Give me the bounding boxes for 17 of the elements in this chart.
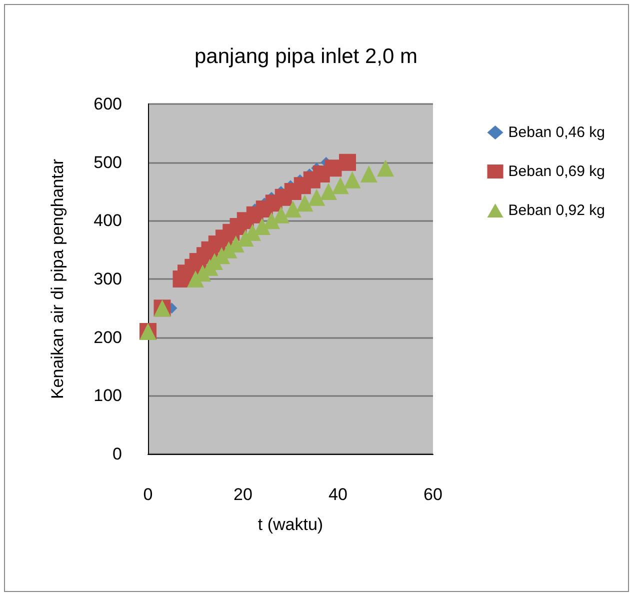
x-tick-label: 40 — [328, 485, 348, 504]
x-tick-label: 60 — [424, 485, 442, 504]
y-tick-label: 0 — [112, 444, 122, 464]
y-tick-label: 500 — [94, 152, 122, 172]
x-tick-label: 0 — [143, 485, 153, 504]
y-axis-title: Kenaikan air di pipa penghantar — [48, 158, 67, 400]
x-axis-title: t (waktu) — [258, 515, 324, 534]
legend-label: Beban 0,46 kg — [508, 124, 606, 141]
y-tick-label: 300 — [94, 270, 122, 288]
legend-label: Beban 0,69 kg — [508, 163, 606, 180]
y-tick-label: 400 — [94, 211, 122, 230]
x-tick-label: 20 — [234, 485, 252, 504]
chart-title: panjang pipa inlet 2,0 m — [194, 45, 418, 68]
y-tick-label: 100 — [94, 386, 122, 406]
legend-label: Beban 0,92 kg — [508, 202, 606, 219]
y-tick-label: 200 — [94, 328, 122, 347]
y-tick-label: 600 — [94, 94, 122, 114]
